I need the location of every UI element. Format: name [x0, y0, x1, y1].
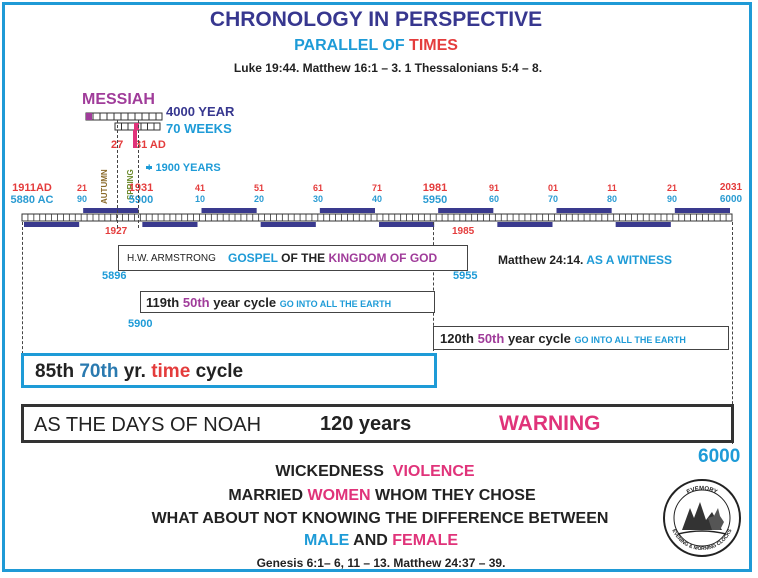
- decade-bar: [201, 208, 257, 213]
- cycle-119-label: 119th 50th year cycle GO INTO ALL THE EA…: [146, 295, 392, 310]
- page-subtitle: PARALLEL OF TIMES: [294, 37, 458, 55]
- decade-bar: [142, 222, 198, 227]
- cycle-85-box: 85th 70th yr. time cycle: [21, 353, 437, 388]
- timeline-start-label: 1911AD 5880 AC: [10, 182, 53, 206]
- noah-box: AS THE DAYS OF NOAH 120 years WARNING: [21, 404, 734, 443]
- gospel-start-year: 5896: [102, 270, 127, 282]
- plus-1900-dash: [146, 166, 152, 169]
- cycle-120-label: 120th 50th year cycle GO INTO ALL THE EA…: [440, 331, 686, 346]
- cycle-120-box: 120th 50th year cycle GO INTO ALL THE EA…: [433, 326, 729, 350]
- plus-1900-label: + 1900 YEARS: [146, 162, 221, 174]
- decade-bar: [615, 222, 671, 227]
- gospel-title: GOSPEL OF THE KINGDOM OF GOD: [228, 251, 438, 265]
- timeline-tick: 51 20: [253, 183, 265, 204]
- decade-bar: [674, 208, 730, 213]
- gospel-box: H.W. ARMSTRONG GOSPEL OF THE KINGDOM OF …: [118, 245, 468, 271]
- footer-line-1: WICKEDNESS VIOLENCE: [275, 463, 475, 480]
- timeline-tick: 91 60: [488, 183, 500, 204]
- guide-line-start: [22, 222, 23, 364]
- timeline-1931-top: 1931: [128, 182, 154, 194]
- svg-text:EVEMORY: EVEMORY: [686, 486, 718, 496]
- timeline-tick: 21 90: [666, 183, 678, 204]
- year-1927-label: 1927: [105, 226, 128, 237]
- messiah-weeks-label: 70 WEEKS: [166, 121, 232, 136]
- decade-bar: [556, 208, 612, 213]
- messiah-ruler: [85, 112, 163, 169]
- messiah-year-label: 4000 YEAR: [166, 104, 235, 119]
- seal-top-text: EVEMORY: [686, 486, 718, 496]
- guide-line-1981: [433, 222, 434, 356]
- guide-line-end: [732, 222, 733, 444]
- timeline-1931-label: 1931 5900: [129, 182, 153, 206]
- timeline-end-top: 2031: [719, 182, 743, 193]
- decade-bar: [497, 222, 553, 227]
- guide-line-31: [138, 120, 139, 228]
- decade-bar: [260, 222, 316, 227]
- decade-bar: [379, 222, 435, 227]
- footer-line-4: MALE AND FEMALE: [303, 532, 459, 549]
- page-title: CHRONOLOGY IN PERSPECTIVE: [209, 8, 543, 31]
- warning-label: WARNING: [499, 412, 601, 435]
- timeline-1931-bottom: 5900: [128, 194, 154, 206]
- noah-label: AS THE DAYS OF NOAH: [34, 414, 262, 436]
- subtitle-emphasis: TIMES: [409, 37, 458, 54]
- timeline-tick: 01 70: [547, 183, 559, 204]
- year-1985-label: 1985: [452, 226, 475, 237]
- messiah-label: MESSIAH: [82, 91, 155, 108]
- messiah-pointer: [133, 130, 137, 148]
- gospel-end-year: 5955: [453, 270, 478, 282]
- noah-years: 120 years: [320, 413, 412, 435]
- decade-bar: [319, 208, 375, 213]
- timeline-tick: 21 90: [76, 183, 88, 204]
- timeline-end-bottom: 6000: [719, 194, 743, 205]
- messiah-ruler-mark: [86, 113, 92, 120]
- timeline-start-bottom: 5880 AC: [10, 194, 54, 206]
- timeline-tick: 61 30: [312, 183, 324, 204]
- cycle-119-start-year: 5900: [128, 318, 153, 330]
- decade-bar: [83, 208, 139, 213]
- page-frame: [2, 2, 752, 572]
- timeline-1981-label: 1981 5950: [423, 182, 447, 206]
- messiah-ruler-mark: [134, 123, 139, 130]
- decade-bar: [24, 222, 80, 227]
- armstrong-label: H.W. ARMSTRONG: [127, 253, 216, 264]
- timeline-tick: 11 80: [606, 183, 618, 204]
- year-31-label: 31 AD: [135, 139, 166, 151]
- footer-scriptures: Genesis 6:1– 6, 11 – 13. Matthew 24:37 –…: [256, 556, 506, 570]
- timeline-start-top: 1911AD: [12, 182, 52, 194]
- witness-text: Matthew 24:14. AS A WITNESS: [498, 253, 673, 267]
- evemory-seal-logo: EVEMORY EVENING & MORNING CLOCKS: [663, 479, 741, 557]
- header-scriptures: Luke 19:44. Matthew 16:1 – 3. 1 Thessalo…: [233, 61, 543, 75]
- timeline-tick: 71 40: [371, 183, 383, 204]
- footer-line-2: MARRIED WOMEN WHOM THEY CHOSE: [228, 487, 536, 504]
- timeline-1981-top: 1981: [422, 182, 448, 194]
- timeline-ruler: [21, 213, 733, 222]
- timeline-1981-bottom: 5950: [422, 194, 448, 206]
- timeline-decade-bars: [24, 208, 730, 227]
- noah-end-year: 6000: [698, 446, 741, 467]
- decade-bar: [438, 208, 494, 213]
- subtitle-prefix: PARALLEL OF: [294, 37, 410, 54]
- cycle-119-box: 119th 50th year cycle GO INTO ALL THE EA…: [140, 291, 435, 313]
- messiah-ruler-top: [85, 112, 163, 121]
- guide-line-27: [117, 120, 118, 228]
- cycle-85-label: 85th 70th yr. time cycle: [35, 361, 244, 382]
- timeline-end-label: 2031 6000: [720, 182, 742, 206]
- footer-line-3: WHAT ABOUT NOT KNOWING THE DIFFERENCE BE…: [151, 510, 609, 527]
- timeline-tick: 41 10: [194, 183, 206, 204]
